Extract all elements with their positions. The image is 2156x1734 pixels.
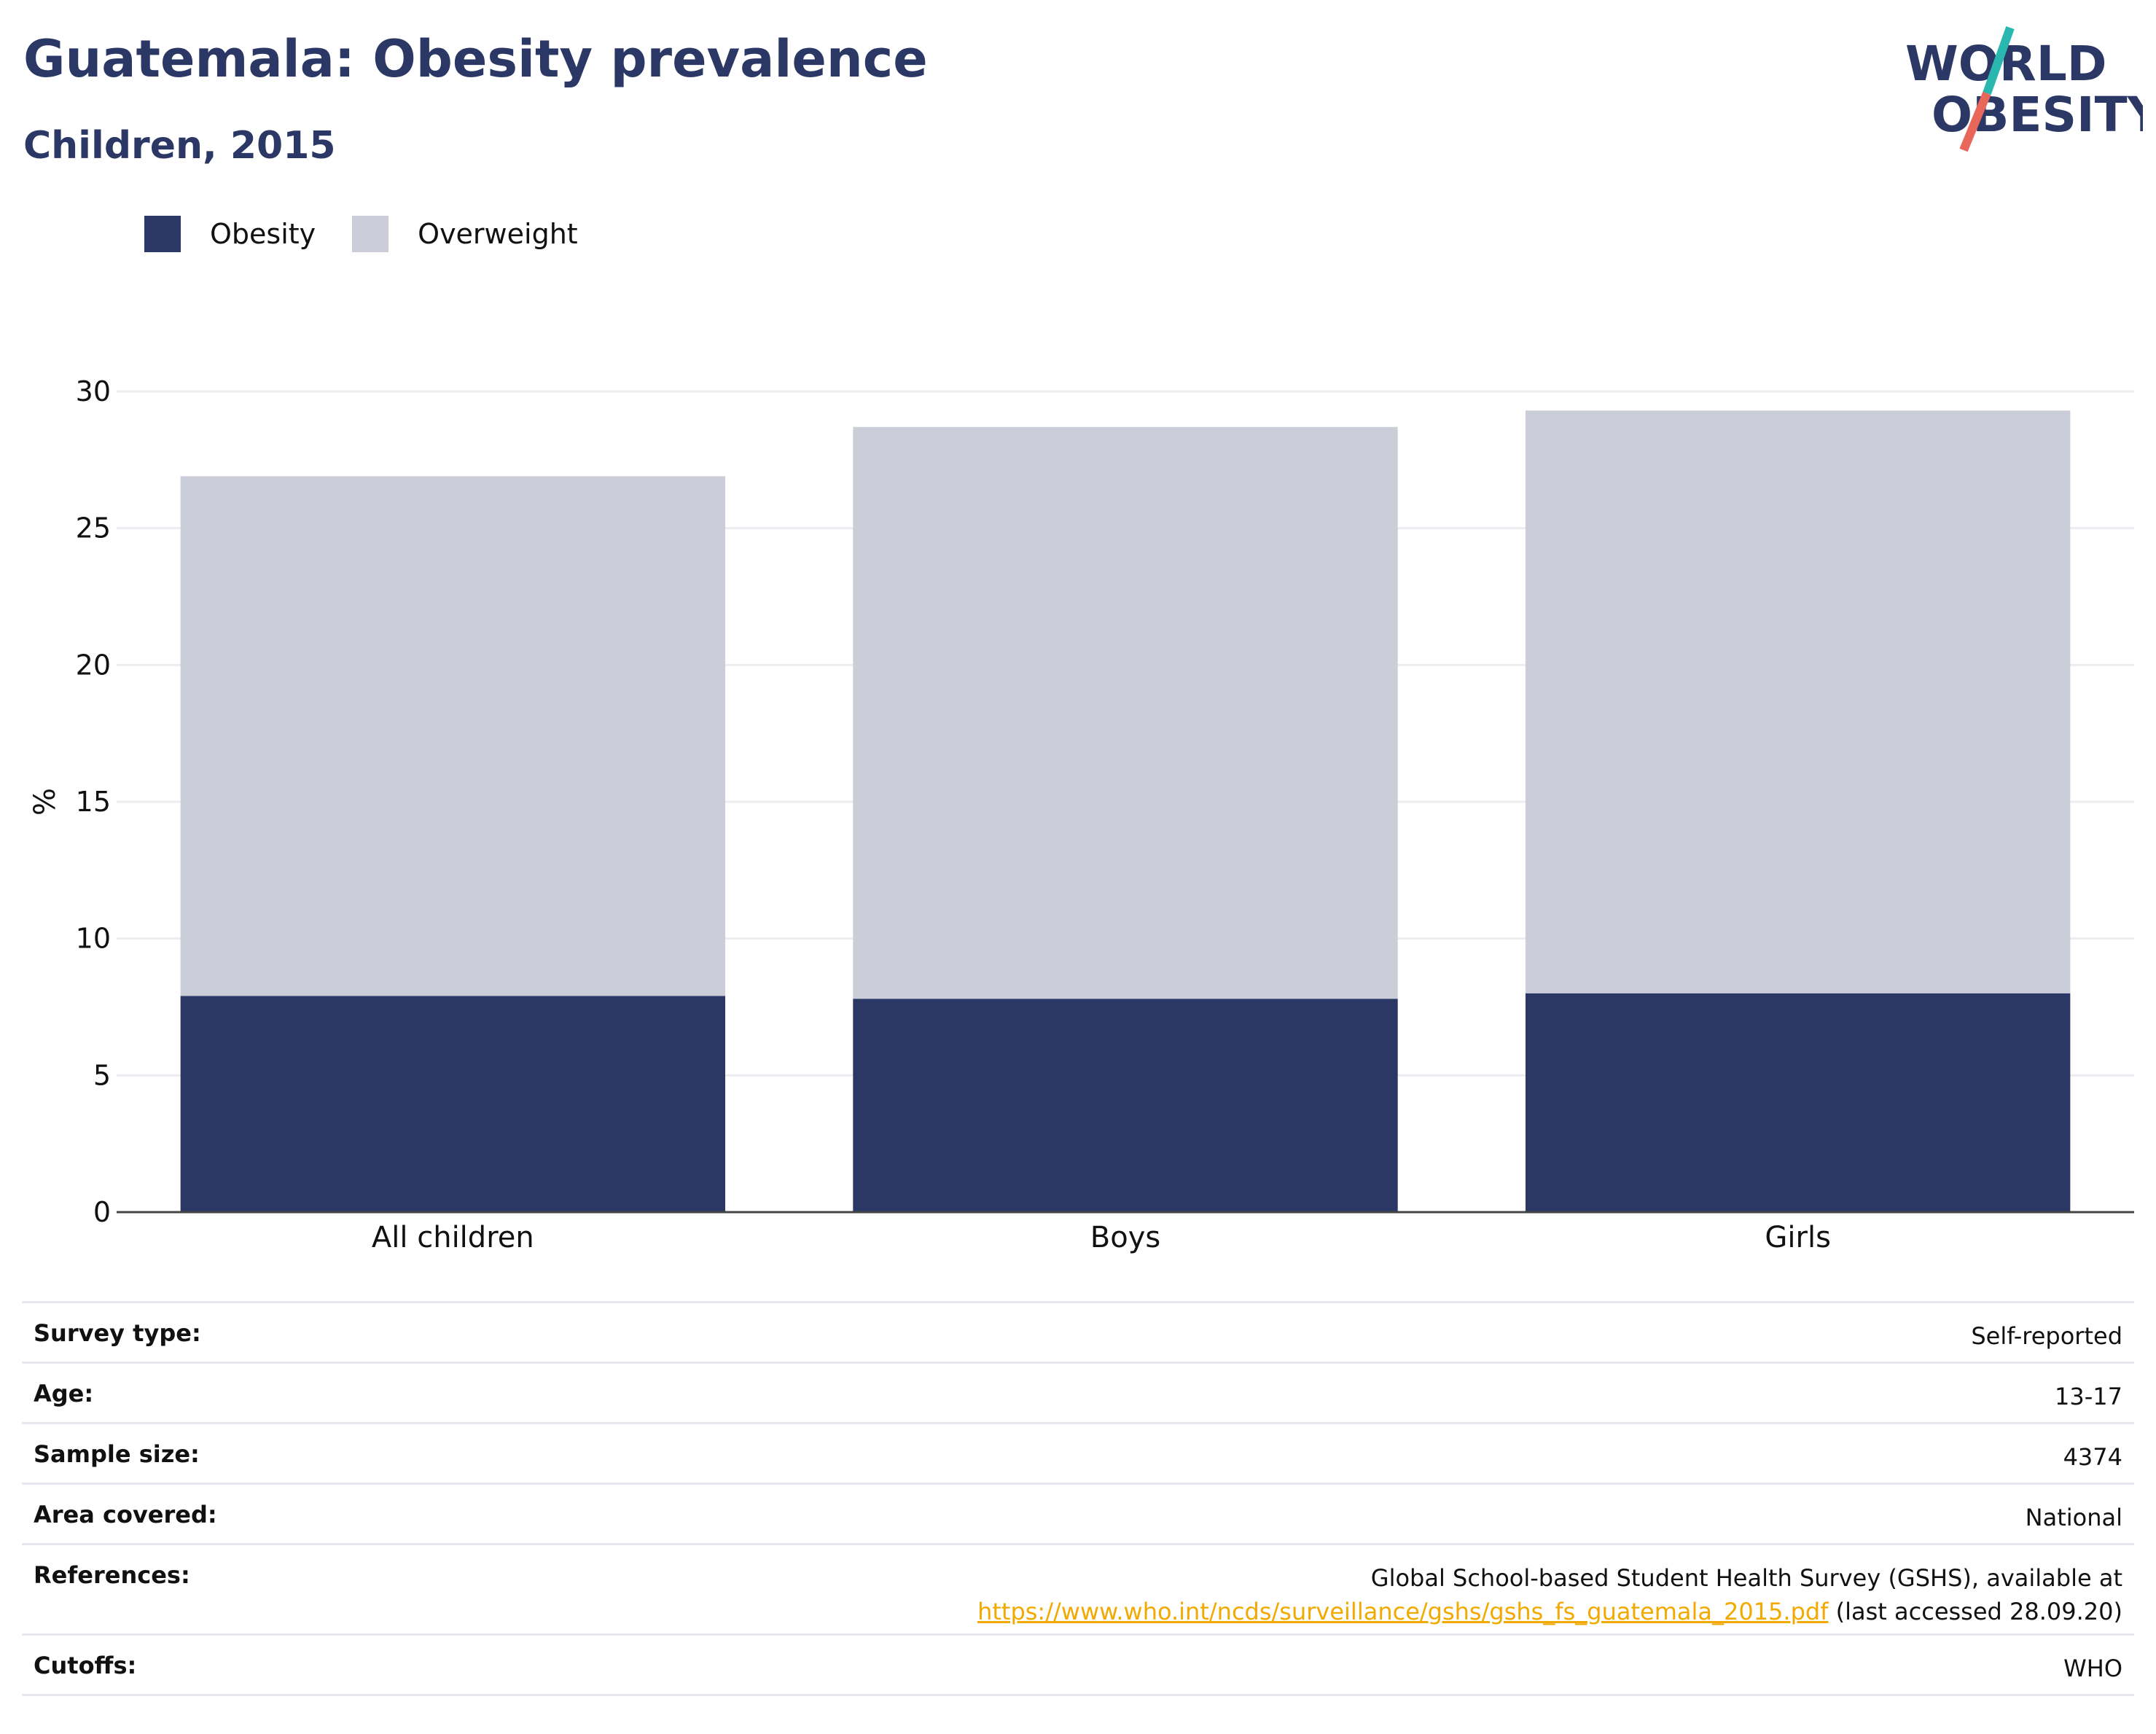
meta-row-cutoffs: Cutoffs: WHO <box>22 1633 2134 1694</box>
meta-value: Global School-based Student Health Surve… <box>977 1561 2122 1628</box>
y-tick-label: 10 <box>76 923 111 955</box>
y-tick-label: 30 <box>76 375 111 407</box>
y-tick-label: 15 <box>76 786 111 818</box>
bar-obesity <box>1525 993 2071 1212</box>
meta-label: Survey type: <box>34 1319 201 1347</box>
meta-row-survey-type: Survey type: Self-reported <box>22 1301 2134 1362</box>
bar-overweight <box>180 476 726 996</box>
reference-link[interactable]: https://www.who.int/ncds/surveillance/gs… <box>977 1598 1829 1625</box>
meta-value: 4374 <box>2063 1443 2122 1471</box>
legend-swatch-overweight <box>352 216 389 252</box>
meta-label: Area covered: <box>34 1501 217 1528</box>
reference-text: Global School-based Student Health Surve… <box>1370 1564 2122 1592</box>
meta-row-sample-size: Sample size: 4374 <box>22 1422 2134 1483</box>
meta-value: 13-17 <box>2055 1383 2122 1410</box>
legend-item-obesity[interactable]: Obesity <box>144 216 316 252</box>
meta-value: Self-reported <box>1971 1322 2122 1350</box>
meta-label: Cutoffs: <box>34 1652 137 1679</box>
meta-value: WHO <box>2063 1655 2122 1682</box>
legend-label-obesity: Obesity <box>210 218 316 250</box>
x-tick-label: Girls <box>1765 1221 1831 1254</box>
meta-value: National <box>2025 1504 2122 1531</box>
y-tick-label: 20 <box>76 649 111 681</box>
x-tick-label: All children <box>372 1221 534 1254</box>
meta-label: Age: <box>34 1380 94 1407</box>
bar-obesity <box>853 999 1398 1212</box>
bar-overweight <box>1525 410 2071 993</box>
y-tick-label: 0 <box>93 1196 111 1228</box>
y-axis-title: % <box>28 788 62 816</box>
page-subtitle: Children, 2015 <box>23 124 336 168</box>
logo-slash-red <box>1959 91 1991 152</box>
meta-row-area-covered: Area covered: National <box>22 1483 2134 1543</box>
chart-legend: Obesity Overweight <box>144 216 614 252</box>
legend-swatch-obesity <box>144 216 181 252</box>
logo-line2: OBESITY <box>1932 87 2143 143</box>
metadata-table: Survey type: Self-reported Age: 13-17 Sa… <box>22 1301 2134 1696</box>
bar-chart: 0 5 10 15 20 25 30% All children Boys Girls <box>28 375 2134 1254</box>
meta-bottom-border <box>22 1694 2134 1696</box>
legend-item-overweight[interactable]: Overweight <box>352 216 578 252</box>
legend-label-overweight: Overweight <box>418 218 578 250</box>
bar-obesity <box>180 996 726 1212</box>
world-obesity-logo: WORLD OBESITY <box>1902 22 2156 153</box>
bar-overweight <box>853 426 1398 999</box>
meta-row-age: Age: 13-17 <box>22 1362 2134 1422</box>
logo-slash-teal <box>1983 26 2015 95</box>
reference-suffix: (last accessed 28.09.20) <box>1828 1598 2122 1625</box>
meta-row-references: References: Global School-based Student … <box>22 1543 2134 1633</box>
page-title: Guatemala: Obesity prevalence <box>23 29 928 89</box>
x-tick-label: Boys <box>1090 1221 1160 1254</box>
y-tick-label: 5 <box>93 1059 111 1091</box>
y-tick-label: 25 <box>76 512 111 544</box>
meta-label: Sample size: <box>34 1440 200 1468</box>
meta-label: References: <box>34 1561 190 1589</box>
